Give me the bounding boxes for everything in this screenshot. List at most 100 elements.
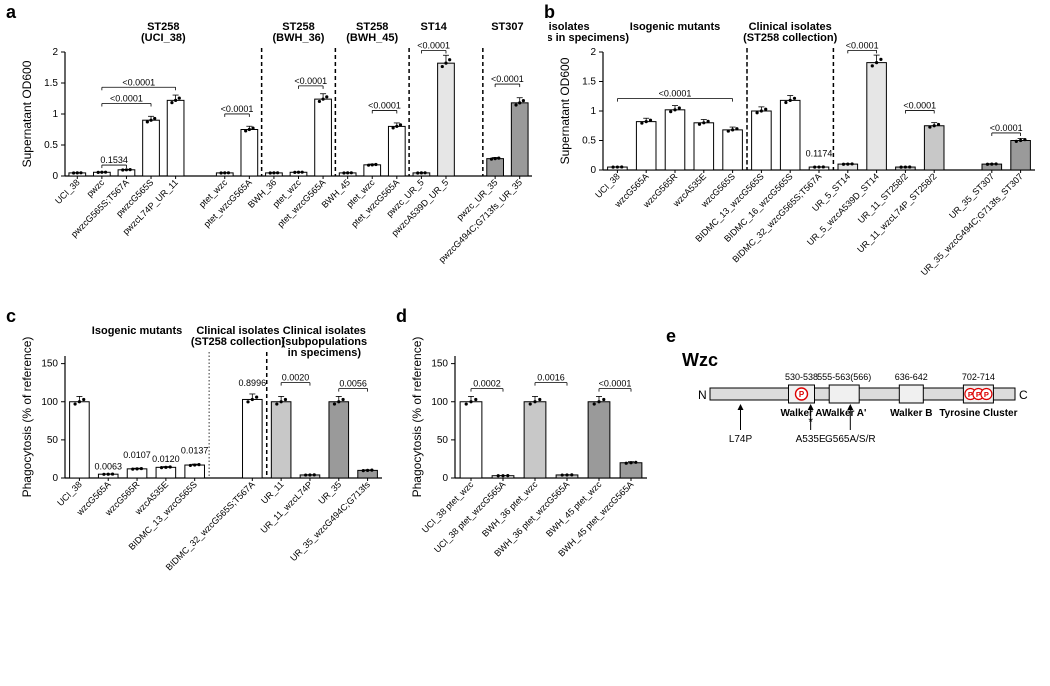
panel-c-label: c [6, 306, 16, 327]
svg-text:UR_11: UR_11 [259, 479, 285, 505]
svg-text:Phagocytosis (% of reference): Phagocytosis (% of reference) [410, 337, 424, 498]
svg-text:2: 2 [590, 47, 596, 58]
chart-d-svg: 050100150Phagocytosis (% of reference)UC… [400, 310, 655, 590]
svg-text:UCI_38: UCI_38 [55, 479, 84, 508]
svg-text:<0.0001: <0.0001 [659, 89, 692, 99]
svg-text:50: 50 [47, 435, 59, 446]
svg-text:Walker B: Walker B [890, 408, 932, 419]
svg-text:<0.0001: <0.0001 [122, 77, 155, 87]
svg-text:Isogenic mutants: Isogenic mutants [630, 21, 720, 33]
panel-d: d 050100150Phagocytosis (% of reference)… [400, 310, 655, 590]
panel-a: a 00.511.52Supernatant OD600UCI_38pwzcpw… [10, 6, 540, 286]
svg-text:P: P [976, 390, 981, 399]
svg-text:0: 0 [52, 473, 58, 484]
svg-text:702-714: 702-714 [962, 372, 995, 382]
figure: a 00.511.52Supernatant OD600UCI_38pwzcpw… [0, 0, 1050, 686]
panel-c: c 050100150Phagocytosis (% of reference)… [10, 310, 390, 590]
chart-b-svg: 00.511.52Supernatant OD600UCI_38wzcG565A… [548, 6, 1043, 286]
svg-text:Walker A: Walker A [780, 408, 822, 419]
svg-text:UCI_38: UCI_38 [593, 171, 622, 200]
svg-text:100: 100 [41, 397, 58, 408]
svg-text:(subpopulations in specimens): (subpopulations in specimens) [548, 32, 629, 44]
svg-text:<0.0001: <0.0001 [368, 100, 401, 110]
svg-text:0.0020: 0.0020 [282, 373, 310, 383]
svg-text:555-563(566): 555-563(566) [817, 372, 871, 382]
svg-text:0.0063: 0.0063 [94, 462, 122, 472]
svg-text:UR_35: UR_35 [316, 479, 343, 506]
svg-text:0.5: 0.5 [44, 140, 58, 151]
panel-d-label: d [396, 306, 407, 327]
svg-text:(ST258 collection): (ST258 collection) [191, 336, 285, 348]
svg-text:100: 100 [431, 397, 448, 408]
chart-a-svg: 00.511.52Supernatant OD600UCI_38pwzcpwzc… [10, 6, 540, 286]
svg-text:50: 50 [437, 435, 449, 446]
svg-text:in specimens): in specimens) [288, 347, 362, 359]
svg-text:<0.0001: <0.0001 [491, 74, 524, 84]
svg-text:0: 0 [442, 473, 448, 484]
svg-text:*: * [808, 415, 813, 429]
svg-text:530-538: 530-538 [785, 372, 818, 382]
svg-text:P: P [984, 390, 989, 399]
svg-text:ST14: ST14 [421, 21, 448, 33]
svg-text:0: 0 [52, 171, 58, 182]
svg-text:0.0120: 0.0120 [152, 454, 180, 464]
svg-text:A535E: A535E [796, 434, 826, 445]
svg-text:UR_11_wzcL74P: UR_11_wzcL74P [259, 479, 315, 535]
svg-text:N: N [698, 388, 707, 402]
panel-b-label: b [544, 2, 555, 23]
svg-text:(BWH_45): (BWH_45) [346, 32, 398, 44]
svg-text:0.0002: 0.0002 [473, 379, 501, 389]
svg-text:<0.0001: <0.0001 [417, 40, 450, 50]
svg-text:1: 1 [590, 106, 596, 117]
svg-text:pwzc: pwzc [85, 177, 107, 199]
svg-text:<0.0001: <0.0001 [294, 76, 327, 86]
svg-text:Tyrosine Cluster: Tyrosine Cluster [939, 408, 1017, 419]
svg-text:<0.0001: <0.0001 [903, 100, 936, 110]
svg-text:0.8996: 0.8996 [239, 378, 267, 388]
svg-text:(BWH_36): (BWH_36) [273, 32, 325, 44]
svg-text:1: 1 [52, 109, 58, 120]
svg-text:150: 150 [431, 359, 448, 370]
svg-text:636-642: 636-642 [895, 372, 928, 382]
panel-e: e WzcNC530-538Walker AP555-563(566)Walke… [670, 330, 1035, 500]
svg-text:UR_11_ST258/2: UR_11_ST258/2 [856, 171, 910, 225]
svg-text:150: 150 [41, 359, 58, 370]
svg-text:0.5: 0.5 [582, 136, 596, 147]
svg-text:0.0016: 0.0016 [537, 373, 565, 383]
svg-text:0: 0 [590, 165, 596, 176]
svg-text:0.1174: 0.1174 [806, 149, 833, 159]
svg-text:<0.0001: <0.0001 [221, 104, 254, 114]
svg-text:P: P [968, 390, 973, 399]
panel-a-label: a [6, 2, 16, 23]
svg-text:<0.0001: <0.0001 [846, 40, 879, 50]
svg-text:Supernatant OD600: Supernatant OD600 [20, 60, 34, 167]
svg-text:0.0107: 0.0107 [123, 450, 151, 460]
panel-e-label: e [666, 326, 676, 347]
svg-text:2: 2 [52, 47, 58, 58]
svg-text:ST307: ST307 [491, 21, 523, 33]
svg-text:<0.0001: <0.0001 [599, 379, 632, 389]
svg-text:<0.0001: <0.0001 [110, 94, 143, 104]
svg-text:Supernatant OD600: Supernatant OD600 [558, 57, 572, 164]
svg-text:Isogenic mutants: Isogenic mutants [92, 325, 182, 337]
svg-text:C: C [1019, 388, 1028, 402]
svg-text:0.0056: 0.0056 [339, 379, 367, 389]
svg-text:Wzc: Wzc [682, 350, 718, 370]
svg-text:Phagocytosis (% of reference): Phagocytosis (% of reference) [20, 337, 34, 498]
svg-text:BWH_36 ptet_wzc: BWH_36 ptet_wzc [480, 479, 540, 539]
chart-c-svg: 0 50 100 150 Phagocytosis (% of reference) UC… [10, 310, 390, 590]
svg-text:1.5: 1.5 [44, 78, 58, 89]
svg-text:0.1534: 0.1534 [100, 155, 128, 165]
svg-text:<0.0001: <0.0001 [990, 123, 1023, 133]
svg-text:G565A/S/R: G565A/S/R [825, 434, 876, 445]
svg-text:BWH_45 ptet_wzc: BWH_45 ptet_wzc [544, 479, 604, 539]
svg-text:1.5: 1.5 [582, 77, 596, 88]
svg-text:L74P: L74P [729, 434, 753, 445]
panel-b: b 00.511.52Supernatant OD600UCI_38wzcG56… [548, 6, 1043, 286]
svg-text:P: P [799, 390, 805, 399]
svg-text:Walker A': Walker A' [822, 408, 866, 419]
svg-text:0.0137: 0.0137 [181, 445, 209, 455]
svg-text:(ST258 collection): (ST258 collection) [743, 32, 837, 44]
svg-text:(UCI_38): (UCI_38) [141, 32, 186, 44]
diagram-e-svg: Wzc N C 530-538 Walker A P 555-563(566) Walker … [670, 330, 1035, 500]
